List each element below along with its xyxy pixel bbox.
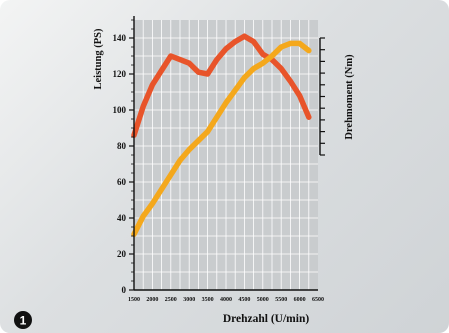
figure-number-badge: 1 [14, 311, 32, 329]
y-tick-label: 40 [117, 213, 127, 223]
series-line-1 [131, 33, 312, 138]
x-tick-label: 2000 [146, 297, 158, 303]
series-line-2 [131, 40, 312, 237]
x-tick-label: 6500 [312, 297, 324, 303]
y2-axis-title: Drehmoment (Nm) [344, 54, 355, 140]
y-tick-label: 80 [117, 141, 127, 151]
x-tick-label: 1500 [128, 297, 140, 303]
y-tick-label: 60 [117, 177, 127, 187]
y-axis-title: Leistung (PS) [93, 28, 104, 89]
axes: 0 20 40 60 80 100 120 140 1500 2000 2500 3000 3500 40… [113, 16, 325, 303]
badge-number: 1 [20, 314, 27, 328]
x-tick-label: 4500 [238, 297, 250, 303]
x-tick-label: 3000 [183, 297, 195, 303]
y-tick-label: 140 [113, 33, 127, 43]
y-tick-label: 20 [117, 249, 127, 259]
grid-lines [134, 20, 318, 290]
badge-circle [14, 311, 32, 329]
x-tick-label: 3500 [202, 297, 214, 303]
x-tick-label: 5000 [257, 297, 269, 303]
x-axis-title: Drehzahl (U/min) [223, 313, 310, 325]
y-tick-label: 0 [122, 285, 127, 295]
x-tick-label: 5500 [275, 297, 287, 303]
x-tick-label: 4000 [220, 297, 232, 303]
y-tick-label: 100 [113, 105, 127, 115]
x-tick-label: 6000 [294, 297, 306, 303]
x-tick-label: 2500 [165, 297, 177, 303]
series-layer [131, 33, 312, 237]
y-tick-label: 120 [113, 69, 127, 79]
